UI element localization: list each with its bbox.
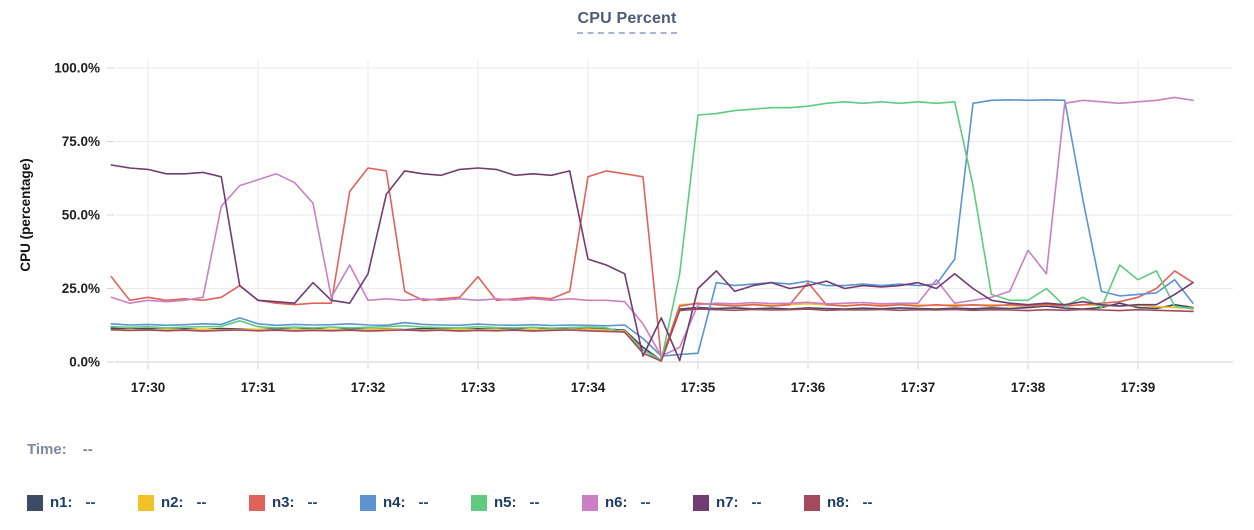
legend-label: n8:	[827, 494, 850, 511]
plot-hover-area[interactable]	[115, 60, 1233, 362]
legend-item-n4[interactable]: n4: --	[360, 494, 429, 511]
legend-label: n1:	[50, 494, 73, 511]
legend-value: --	[529, 494, 540, 511]
x-tick-label: 17:39	[1121, 380, 1156, 395]
legend-value: --	[307, 494, 318, 511]
y-tick-label: 100.0%	[54, 61, 100, 76]
x-tick-label: 17:35	[681, 380, 716, 395]
legend-value: --	[196, 494, 207, 511]
legend-item-n6[interactable]: n6: --	[582, 494, 651, 511]
legend-swatch-n8	[804, 494, 820, 511]
legend-swatch-n5	[471, 494, 487, 511]
x-tick-label: 17:36	[791, 380, 826, 395]
y-tick-label: 25.0%	[62, 281, 100, 296]
legend-item-n3[interactable]: n3: --	[249, 494, 318, 511]
legend-value: --	[862, 494, 873, 511]
legend-value: --	[85, 494, 96, 511]
legend-swatch-n2	[138, 494, 154, 511]
y-tick-label: 0.0%	[69, 355, 100, 370]
legend-label: n2:	[161, 494, 184, 511]
chart-title-row: CPU Percent	[0, 10, 1254, 34]
legend-swatch-n7	[693, 494, 709, 511]
legend-label: n6:	[605, 494, 628, 511]
x-tick-label: 17:37	[901, 380, 936, 395]
y-tick-label: 75.0%	[62, 134, 100, 149]
legend-swatch-n3	[249, 494, 265, 511]
time-value: --	[82, 441, 93, 458]
legend-swatch-n1	[27, 494, 43, 511]
legend-label: n3:	[272, 494, 295, 511]
series-line-n6	[110, 96, 1194, 357]
legend-item-n8[interactable]: n8: --	[804, 494, 873, 511]
legend-label: n5:	[494, 494, 517, 511]
time-label: Time:	[27, 441, 67, 458]
x-tick-label: 17:31	[241, 380, 276, 395]
series-line-n5	[110, 101, 1194, 362]
legend-value: --	[751, 494, 762, 511]
legend-label: n7:	[716, 494, 739, 511]
legend-item-n5[interactable]: n5: --	[471, 494, 540, 511]
legend-value: --	[418, 494, 429, 511]
legend-item-n1[interactable]: n1: --	[27, 494, 96, 511]
legend-label: n4:	[383, 494, 406, 511]
legend-item-n2[interactable]: n2: --	[138, 494, 207, 511]
chart-title[interactable]: CPU Percent	[577, 10, 677, 34]
legend-item-n7[interactable]: n7: --	[693, 494, 762, 511]
time-row: Time: --	[27, 441, 93, 458]
y-axis-title: CPU (percentage)	[18, 158, 33, 271]
y-tick-label: 50.0%	[62, 208, 100, 223]
series-line-n8	[110, 308, 1194, 362]
legend-value: --	[640, 494, 651, 511]
series-line-n3	[110, 167, 1194, 360]
legend-swatch-n6	[582, 494, 598, 511]
x-tick-label: 17:38	[1011, 380, 1046, 395]
legend-swatch-n4	[360, 494, 376, 511]
x-tick-label: 17:30	[131, 380, 166, 395]
series-line-n4	[110, 99, 1194, 357]
x-tick-label: 17:34	[571, 380, 606, 395]
x-tick-label: 17:32	[351, 380, 386, 395]
cpu-chart: 0.0% 25.0% 50.0% 75.0% 100.0% 17:30 17:31 17:32…	[18, 60, 1233, 395]
x-tick-label: 17:33	[461, 380, 496, 395]
series-line-n7	[110, 164, 1194, 362]
